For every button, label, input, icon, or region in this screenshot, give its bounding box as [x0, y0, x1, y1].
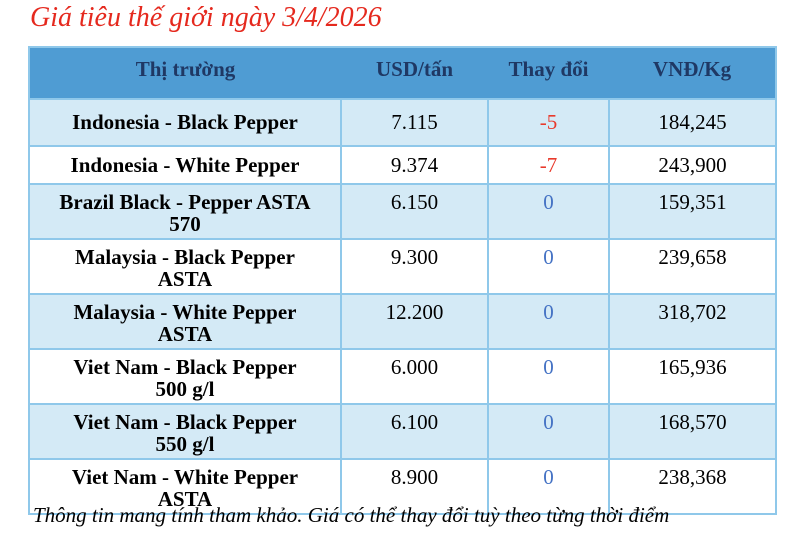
vnd-cell: 159,351	[608, 183, 777, 240]
table-row: Indonesia - Black Pepper 7.115 -5 184,24…	[28, 98, 777, 147]
table-header-row: Thị trường USD/tấn Thay đổi VNĐ/Kg	[29, 47, 776, 99]
table-row: Viet Nam - Black Pepper 550 g/l 6.100 0 …	[28, 403, 777, 460]
column-header-change: Thay đổi	[488, 47, 609, 99]
usd-cell: 6.100	[340, 403, 489, 460]
market-cell: Indonesia - Black Pepper	[28, 98, 342, 147]
column-header-market: Thị trường	[29, 47, 341, 99]
market-cell: Viet Nam - White Pepper ASTA	[28, 458, 342, 515]
market-cell: Viet Nam - Black Pepper 500 g/l	[28, 348, 342, 405]
vnd-cell: 238,368	[608, 458, 777, 515]
usd-cell: 6.000	[340, 348, 489, 405]
market-cell: Brazil Black - Pepper ASTA 570	[28, 183, 342, 240]
change-cell: 0	[487, 403, 610, 460]
change-cell: 0	[487, 183, 610, 240]
change-cell: -7	[487, 145, 610, 185]
market-cell: Viet Nam - Black Pepper 550 g/l	[28, 403, 342, 460]
change-cell: 0	[487, 293, 610, 350]
table-row: Brazil Black - Pepper ASTA 570 6.150 0 1…	[28, 183, 777, 240]
market-cell: Malaysia - White Pepper ASTA	[28, 293, 342, 350]
vnd-cell: 168,570	[608, 403, 777, 460]
table-row: Viet Nam - White Pepper ASTA 8.900 0 238…	[28, 458, 777, 515]
vnd-cell: 184,245	[608, 98, 777, 147]
usd-cell: 7.115	[340, 98, 489, 147]
usd-cell: 9.300	[340, 238, 489, 295]
usd-cell: 12.200	[340, 293, 489, 350]
change-cell: 0	[487, 458, 610, 515]
column-header-vnd: VNĐ/Kg	[609, 47, 776, 99]
table-row: Malaysia - Black Pepper ASTA 9.300 0 239…	[28, 238, 777, 295]
vnd-cell: 318,702	[608, 293, 777, 350]
table-row: Viet Nam - Black Pepper 500 g/l 6.000 0 …	[28, 348, 777, 405]
market-cell: Malaysia - Black Pepper ASTA	[28, 238, 342, 295]
pepper-price-table: Thị trường USD/tấn Thay đổi VNĐ/Kg Indon…	[28, 46, 777, 515]
page-title: Giá tiêu thế giới ngày 3/4/2026	[30, 2, 382, 33]
change-cell: 0	[487, 348, 610, 405]
vnd-cell: 243,900	[608, 145, 777, 185]
usd-cell: 6.150	[340, 183, 489, 240]
market-cell: Indonesia - White Pepper	[28, 145, 342, 185]
disclaimer-note: Thông tin mang tính tham khảo. Giá có th…	[33, 503, 670, 527]
change-cell: 0	[487, 238, 610, 295]
table-row: Indonesia - White Pepper 9.374 -7 243,90…	[28, 145, 777, 185]
column-header-usd: USD/tấn	[341, 47, 488, 99]
vnd-cell: 239,658	[608, 238, 777, 295]
table-row: Malaysia - White Pepper ASTA 12.200 0 31…	[28, 293, 777, 350]
change-cell: -5	[487, 98, 610, 147]
vnd-cell: 165,936	[608, 348, 777, 405]
usd-cell: 8.900	[340, 458, 489, 515]
usd-cell: 9.374	[340, 145, 489, 185]
